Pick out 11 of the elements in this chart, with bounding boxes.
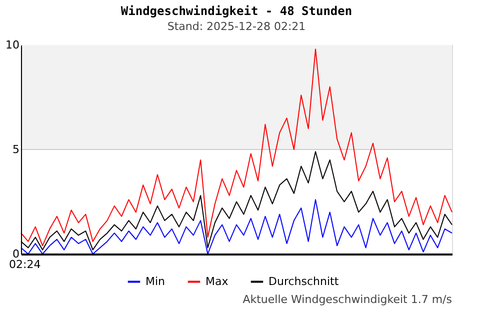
legend-label: Max: [206, 274, 229, 288]
chart-title: Windgeschwindigkeit - 48 Stunden: [120, 4, 352, 18]
text: Aktuelle Windgeschwindigkeit 1.7 m/s: [242, 293, 452, 306]
y-tick-label: 0: [12, 248, 20, 260]
legend-label: Min: [146, 274, 166, 288]
chart-subtitle: Stand: 2025-12-28 02:21: [167, 20, 306, 33]
y-tick-label: 10: [6, 38, 20, 52]
line-series: [20, 48, 452, 246]
y-tick-label: 5: [12, 143, 20, 156]
text: 02:24: [9, 258, 41, 271]
legend-label: Durchschnitt: [268, 274, 340, 288]
